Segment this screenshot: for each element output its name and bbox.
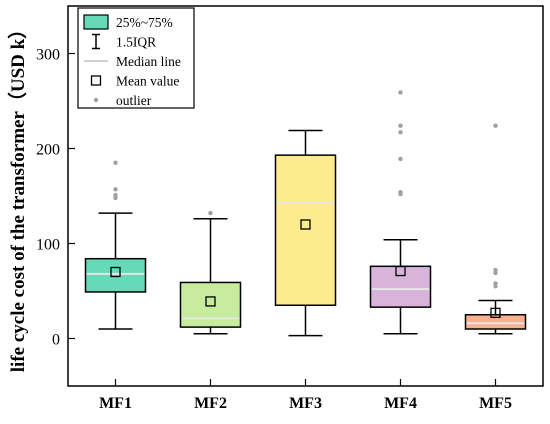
box-series xyxy=(84,90,527,337)
x-tick-label: MF5 xyxy=(479,395,512,412)
box-rect xyxy=(179,281,242,328)
outlier-point xyxy=(398,156,403,162)
outlier-point xyxy=(398,90,403,95)
box-mf5 xyxy=(464,123,527,335)
legend-label: 25%~75% xyxy=(116,15,173,30)
outlier-point xyxy=(398,123,403,128)
legend-label: Mean value xyxy=(116,74,179,89)
outlier-point xyxy=(398,190,403,195)
mean-marker xyxy=(110,266,121,278)
outlier-point xyxy=(113,192,118,198)
mean-marker xyxy=(490,307,501,319)
box-rect xyxy=(464,314,527,330)
x-tick-label: MF1 xyxy=(99,395,132,412)
outlier-point xyxy=(113,187,118,192)
legend-outlier-swatch xyxy=(93,97,99,103)
legend: 25%~75% 1.5IQR Median line Mean value outlie… xyxy=(77,7,195,109)
x-tick-label: MF4 xyxy=(384,395,417,412)
mean-marker xyxy=(395,265,406,277)
y-tick-label: 100 xyxy=(36,237,60,254)
legend-mean-swatch xyxy=(90,75,102,86)
legend-label: 1.5IQR xyxy=(116,35,156,50)
outlier-point xyxy=(493,267,498,273)
outlier-point xyxy=(398,130,403,135)
y-tick-label: 200 xyxy=(36,142,60,159)
x-tick-label: MF2 xyxy=(194,395,227,412)
mean-marker xyxy=(300,219,311,230)
y-tick-label: 0 xyxy=(52,332,60,349)
outlier-point xyxy=(493,281,498,286)
y-axis-label: life cycle cost of the transformer（USD k… xyxy=(6,20,29,372)
box-mf1 xyxy=(84,160,147,330)
box-rect xyxy=(84,257,147,293)
outlier-point xyxy=(113,160,118,165)
box-rect xyxy=(369,265,432,308)
legend-frame xyxy=(77,7,195,109)
x-axis: MF1 MF2 MF3 MF4 MF5 xyxy=(99,379,512,412)
y-tick-label: 300 xyxy=(36,47,60,64)
legend-box-swatch xyxy=(83,14,109,30)
outlier-point xyxy=(208,210,213,216)
legend-label: Median line xyxy=(116,54,181,69)
mean-marker xyxy=(205,296,216,307)
outlier-point xyxy=(493,123,498,128)
box-mf3 xyxy=(274,129,337,337)
box-mf4 xyxy=(369,90,432,335)
legend-label: outlier xyxy=(116,93,152,108)
box-mf2 xyxy=(179,210,242,335)
y-axis: 0 100 200 300 xyxy=(36,47,75,349)
x-tick-label: MF3 xyxy=(289,395,322,412)
box-rect xyxy=(274,154,337,306)
